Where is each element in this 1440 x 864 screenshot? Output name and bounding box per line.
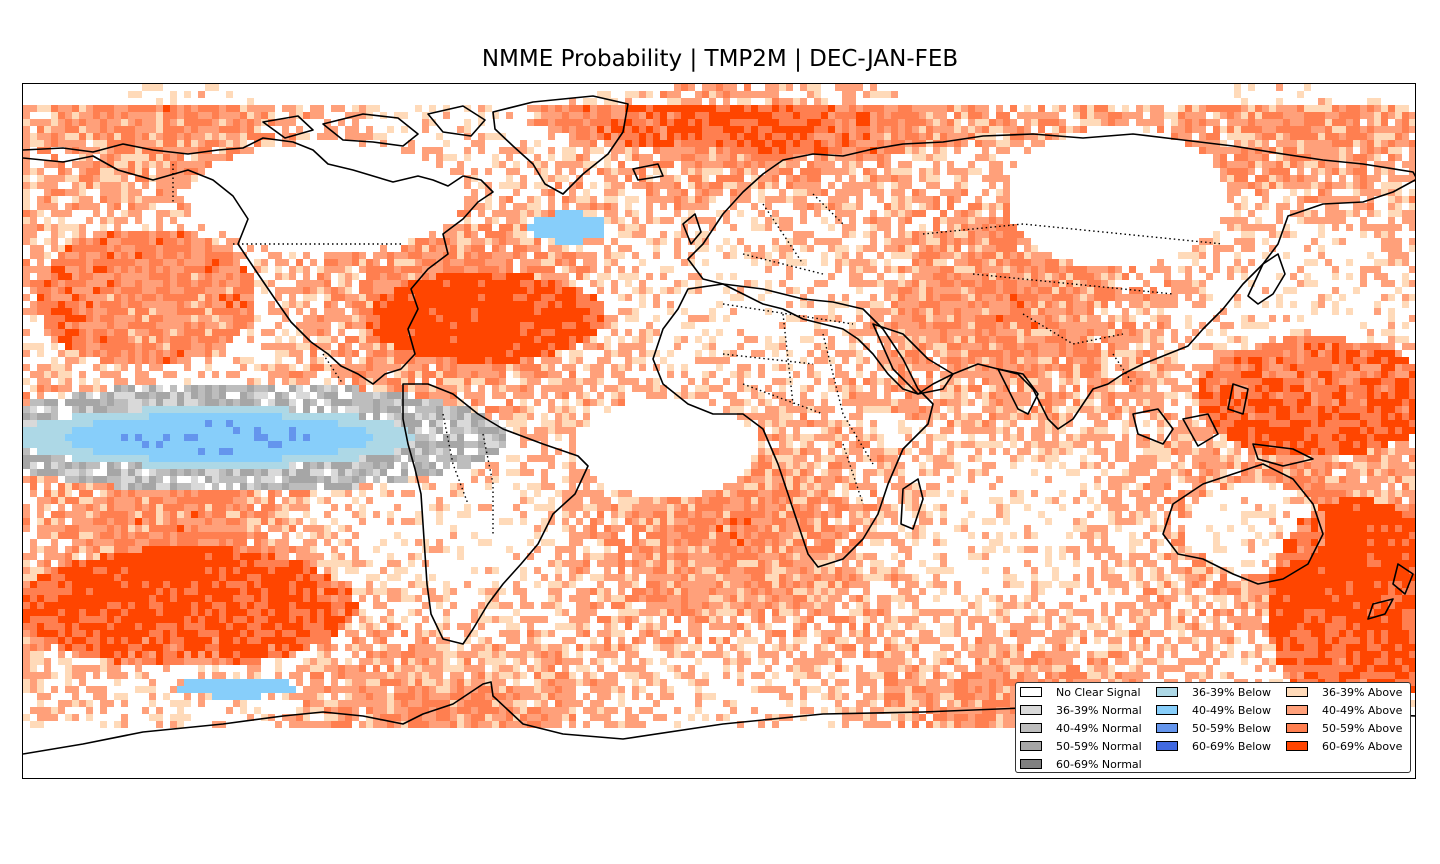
coastline-iceland [632,163,664,181]
legend-swatch [1020,723,1042,733]
coastline-new-zealand [1367,563,1414,620]
legend-item: 40-49% Normal [1020,721,1142,735]
legend-label: 60-69% Normal [1056,757,1142,771]
legend-swatch [1020,687,1042,697]
legend-label: 36-39% Normal [1056,703,1142,717]
coastline-africa [652,283,934,568]
legend-swatch [1156,705,1178,715]
legend-item: 40-49% Above [1286,703,1402,717]
coastline-south-america [402,383,589,645]
legend: No Clear Signal 36-39% Normal 40-49% Norma… [1015,682,1411,773]
legend-label: 40-49% Below [1192,703,1272,717]
legend-item: 50-59% Below [1156,721,1271,735]
legend-item: 36-39% Normal [1020,703,1142,717]
coastline-uk [682,213,702,245]
legend-item: 60-69% Below [1156,739,1271,753]
coastline-australia [1162,463,1324,585]
legend-item: 60-69% Normal [1020,757,1142,771]
legend-item: No Clear Signal [1020,685,1141,699]
legend-swatch [1020,741,1042,751]
map-title: NMME Probability | TMP2M | DEC-JAN-FEB [481,46,959,72]
country-border-layer [172,164,1224,534]
legend-item: 50-59% Normal [1020,739,1142,753]
coastline-eurasia [687,133,1415,430]
coastline-arabia [872,323,954,395]
coastline-japan [1247,253,1286,305]
legend-swatch [1156,723,1178,733]
legend-swatch [1156,687,1178,697]
legend-swatch [1020,759,1042,769]
legend-label: 60-69% Above [1322,739,1403,753]
legend-label: 60-69% Below [1192,739,1272,753]
legend-label: 36-39% Above [1322,685,1403,699]
coastline-north-america [23,137,494,385]
probability-map[interactable] [23,84,1416,779]
legend-swatch [1286,723,1308,733]
coastline-india [997,368,1039,415]
coastline-arctic-islands [262,105,486,147]
legend-item: 36-39% Above [1286,685,1402,699]
coastline-madagascar [900,478,924,530]
coastline-layer [23,95,1415,755]
legend-label: 36-39% Below [1192,685,1272,699]
legend-item: 60-69% Above [1286,739,1402,753]
coastline-greenland [492,95,629,195]
legend-swatch [1286,687,1308,697]
legend-label: 40-49% Normal [1056,721,1142,735]
probability-field-layer [23,84,1415,728]
legend-label: 50-59% Above [1322,721,1403,735]
legend-item: 36-39% Below [1156,685,1271,699]
legend-swatch [1156,741,1178,751]
map-frame[interactable] [22,83,1416,779]
legend-item: 50-59% Above [1286,721,1402,735]
legend-swatch [1020,705,1042,715]
legend-label: No Clear Signal [1056,685,1141,699]
coastline-maritime-continent [1132,383,1314,467]
legend-label: 40-49% Above [1322,703,1403,717]
legend-label: 50-59% Normal [1056,739,1142,753]
legend-swatch [1286,705,1308,715]
legend-swatch [1286,741,1308,751]
legend-item: 40-49% Below [1156,703,1271,717]
legend-label: 50-59% Below [1192,721,1272,735]
